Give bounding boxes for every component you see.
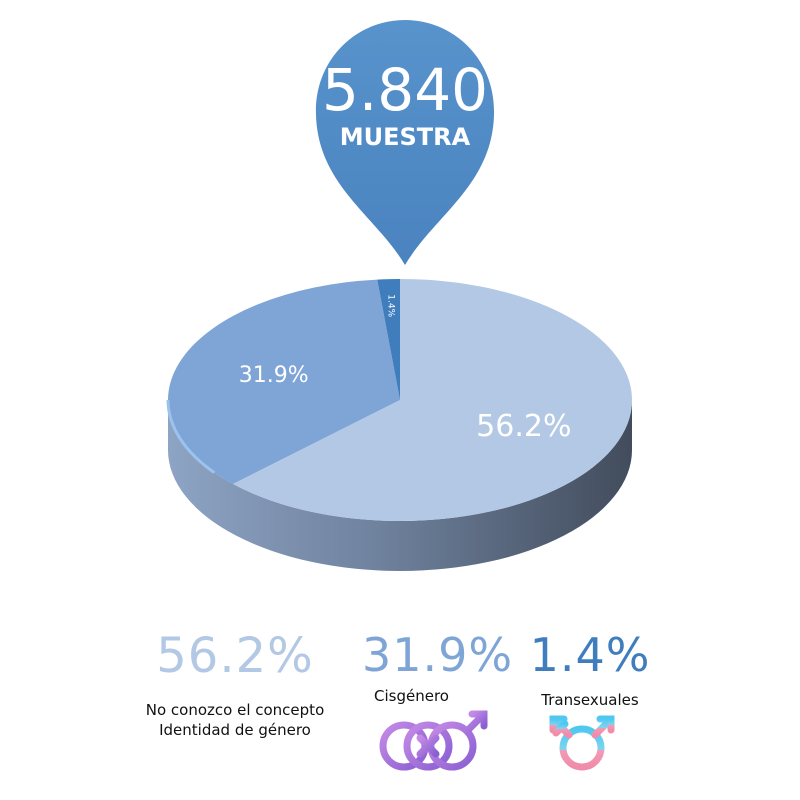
- legend-item-cisgenero: 31.9% Cisgénero: [362, 628, 514, 706]
- pie-slices: [166, 279, 632, 521]
- sample-pin-marker: [315, 20, 495, 265]
- pie-slice-transexuales: [377, 279, 400, 400]
- legend-label: Cisgénero: [374, 687, 449, 705]
- sample-value: 5.840: [322, 56, 488, 124]
- legend-percent: 31.9%: [362, 628, 514, 682]
- pie-rim-highlight: [166, 399, 216, 474]
- legend-label: No conozco el concepto Identidad de géne…: [145, 701, 325, 739]
- pie-value-label-no-conozco: 56.2%: [476, 409, 571, 444]
- pie-value-labels: 56.2% 31.9% 1.4%: [239, 294, 572, 444]
- legend-percent: 56.2%: [156, 628, 314, 684]
- intersex-symbol-icon: [379, 710, 488, 794]
- pie-slice-no-conozco: [232, 279, 632, 521]
- pie-slice-cisgenero: [167, 279, 400, 484]
- legend-item-transexuales: 1.4% Transexuales: [520, 632, 660, 710]
- legend-item-no-conozco: 56.2% No conozco el concepto Identidad d…: [120, 632, 350, 740]
- sample-label: MUESTRA: [340, 123, 471, 151]
- pie-side-wall: [168, 400, 632, 571]
- legend-label: Transexuales: [541, 691, 639, 709]
- pie-value-label-cisgenero: 31.9%: [239, 363, 309, 388]
- pie-value-label-transexuales: 1.4%: [386, 294, 396, 317]
- legend-percent: 1.4%: [529, 628, 651, 682]
- transgender-symbol-icon: [549, 715, 615, 796]
